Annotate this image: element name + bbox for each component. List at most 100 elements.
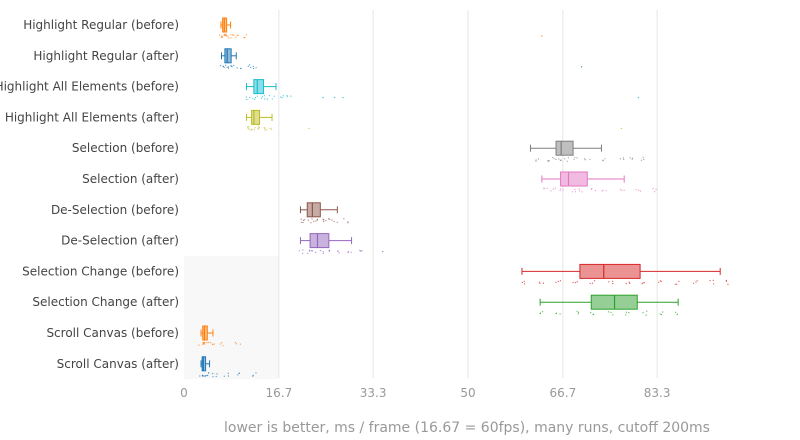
sample-point-row-6-1-0 bbox=[307, 219, 309, 221]
sample-point-row-1-3-1 bbox=[230, 65, 232, 67]
sample-point-row-2-2-0 bbox=[261, 96, 264, 98]
sample-point-row-5-9-2 bbox=[654, 191, 656, 193]
sample-point-row-7-0-2 bbox=[302, 249, 304, 251]
sample-point-row-10-3-2 bbox=[206, 342, 208, 344]
sample-point-row-5-0-2 bbox=[543, 187, 545, 189]
sample-point-row-3-0-1 bbox=[247, 126, 249, 128]
sample-point-row-9-7-0 bbox=[662, 311, 664, 313]
iqr-box-row-6 bbox=[306, 202, 321, 218]
sample-point-row-8-0-2 bbox=[523, 280, 525, 282]
sample-point-row-7-7-2 bbox=[360, 250, 362, 252]
category-label-layer: Highlight Regular (before) Highlight Regu… bbox=[0, 18, 179, 371]
sample-point-row-3-3-1 bbox=[258, 127, 260, 129]
sample-point-row-9-7-2 bbox=[660, 313, 663, 316]
sample-point-row-7-5-1 bbox=[337, 250, 339, 252]
category-label-0: Highlight Regular (before) bbox=[23, 18, 179, 32]
box-row-10 bbox=[198, 325, 241, 347]
sample-point-row-3-1-2 bbox=[250, 129, 252, 131]
sample-point-row-8-2-0 bbox=[559, 280, 562, 282]
sample-point-row-5-4-1 bbox=[578, 190, 581, 192]
sample-point-row-10-5-2 bbox=[221, 342, 223, 344]
sample-point-row-0-0-2 bbox=[221, 35, 223, 37]
sample-point-row-11-6-2 bbox=[238, 372, 240, 374]
sample-point-row-9-8-0 bbox=[675, 311, 677, 313]
sample-point-row-8-12-2 bbox=[725, 279, 728, 282]
sample-point-row-0-7-0 bbox=[243, 37, 245, 39]
sample-point-row-6-0-0 bbox=[302, 221, 304, 224]
sample-point-row-9-2-0 bbox=[578, 311, 580, 313]
tick-label-layer: 0 16.7 33.3 50 66.7 83.3 bbox=[180, 386, 670, 400]
iqr-box-row-3 bbox=[251, 109, 261, 125]
sample-point-row-3-5-2 bbox=[271, 128, 273, 130]
sample-point-row-4-8-0 bbox=[622, 157, 624, 159]
sample-point-row-2-3-1 bbox=[264, 98, 266, 100]
sample-point-row-10-2-2 bbox=[204, 343, 206, 345]
sample-point-row-0-5-1 bbox=[230, 37, 232, 39]
sample-point-row-11-3-1 bbox=[212, 376, 214, 378]
sample-point-row-8-5-2 bbox=[608, 281, 610, 283]
sample-point-row-8-7-2 bbox=[642, 282, 644, 284]
sample-point-row-11-5-1 bbox=[223, 375, 225, 377]
sample-point-row-5-7-2 bbox=[621, 189, 623, 191]
sample-point-row-8-9-1 bbox=[678, 280, 680, 282]
sample-point-row-5-8-0 bbox=[635, 189, 637, 191]
sample-point-row-2-6-1 bbox=[290, 95, 292, 97]
sample-point-row-4-8-2 bbox=[623, 158, 625, 161]
iqr-box-row-8 bbox=[579, 263, 641, 279]
sample-point-row-10-4-1 bbox=[213, 343, 215, 345]
sample-point-row-4-9-0 bbox=[629, 157, 631, 159]
sample-point-row-11-4-0 bbox=[216, 373, 218, 375]
iqr-box-row-1 bbox=[224, 48, 232, 64]
sample-point-row-9-5-2 bbox=[625, 314, 627, 316]
sample-point-row-5-5-2 bbox=[594, 189, 597, 192]
box-layer bbox=[198, 17, 729, 378]
sample-point-row-6-0-1 bbox=[300, 221, 302, 223]
sample-point-row-0-7-1 bbox=[244, 36, 246, 39]
sample-point-row-10-3-1 bbox=[210, 342, 212, 344]
outlier-point-row-2-2 bbox=[342, 96, 344, 99]
sample-point-row-2-5-0 bbox=[282, 95, 284, 97]
sample-point-row-11-4-2 bbox=[212, 373, 214, 375]
x-tick-label-2: 33.3 bbox=[360, 386, 387, 400]
sample-point-row-6-5-2 bbox=[329, 218, 331, 220]
sample-point-row-8-0-1 bbox=[521, 281, 524, 283]
sample-point-row-8-4-0 bbox=[589, 282, 591, 285]
sample-point-row-3-4-1 bbox=[264, 129, 266, 131]
sample-point-row-1-1-2 bbox=[226, 66, 228, 68]
sample-point-row-8-6-1 bbox=[628, 281, 630, 283]
sample-point-row-8-10-1 bbox=[695, 281, 697, 283]
sample-point-row-2-5-2 bbox=[280, 96, 282, 98]
sample-point-row-11-7-1 bbox=[255, 372, 257, 374]
sample-point-row-0-1-2 bbox=[221, 36, 224, 38]
sample-point-row-4-3-2 bbox=[560, 159, 562, 161]
sample-point-row-5-5-1 bbox=[591, 188, 593, 190]
sample-point-row-6-3-1 bbox=[316, 219, 318, 221]
sample-point-row-2-1-1 bbox=[254, 96, 257, 99]
x-tick-label-4: 66.7 bbox=[549, 386, 576, 400]
category-label-11: Scroll Canvas (after) bbox=[57, 357, 179, 371]
sample-point-row-10-0-0 bbox=[202, 343, 204, 345]
sample-point-row-9-4-1 bbox=[607, 311, 610, 313]
sample-point-row-8-4-2 bbox=[594, 280, 596, 282]
sample-point-row-7-6-1 bbox=[350, 251, 352, 253]
category-label-9: Selection Change (after) bbox=[32, 295, 179, 309]
sample-point-row-11-3-0 bbox=[207, 374, 209, 376]
sample-point-row-5-2-2 bbox=[559, 189, 561, 192]
sample-point-row-4-5-2 bbox=[574, 156, 576, 158]
sample-point-row-4-10-2 bbox=[643, 158, 645, 160]
sample-point-row-4-1-0 bbox=[548, 160, 550, 162]
sample-point-row-2-4-0 bbox=[268, 95, 271, 97]
sample-point-row-2-1-2 bbox=[252, 98, 254, 100]
sample-point-row-9-3-2 bbox=[592, 313, 595, 315]
sample-point-row-8-7-0 bbox=[641, 283, 643, 285]
sample-point-row-1-6-1 bbox=[255, 67, 257, 69]
sample-point-row-8-12-1 bbox=[727, 283, 729, 285]
sample-point-row-5-3-1 bbox=[571, 191, 574, 193]
sample-point-row-5-1-0 bbox=[550, 190, 552, 192]
sample-point-row-8-11-2 bbox=[712, 279, 714, 281]
sample-point-row-4-6-0 bbox=[589, 158, 591, 160]
sample-point-row-0-1-0 bbox=[220, 36, 222, 39]
sample-point-row-4-9-1 bbox=[632, 157, 634, 159]
sample-point-row-4-10-0 bbox=[642, 156, 644, 158]
sample-point-row-4-0-1 bbox=[537, 158, 540, 160]
